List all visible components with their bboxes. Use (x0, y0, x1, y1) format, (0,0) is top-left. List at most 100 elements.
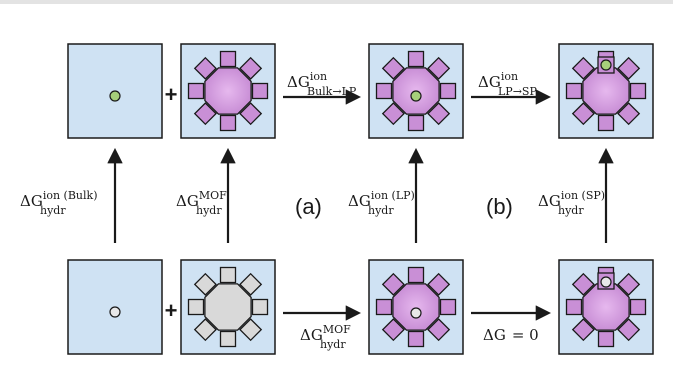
ion-gas-large-pore (410, 307, 422, 319)
mof-linker-square-down-right (617, 102, 641, 126)
label-dg-hydr-lp-symbol: ΔG (348, 192, 371, 210)
mof-linker-square-down (219, 330, 237, 348)
label-dg-zero: ΔG = 0 (483, 326, 539, 344)
mof-linker-square-up-right (427, 272, 451, 296)
label-dg-lp-to-sp-sup: ion (501, 70, 518, 83)
mof-structure-top-sp (565, 50, 647, 132)
label-dg-hydr-lp-sup: ion (LP) (371, 189, 415, 202)
mof-linker-square-down-right (239, 102, 263, 126)
mof-linker-square-right (439, 298, 457, 316)
mof-linker-square-right (629, 82, 647, 100)
label-dg-hydr-lp: ΔGion (LP) hydr (348, 189, 415, 217)
mof-octagon-pore (582, 67, 630, 115)
mof-structure-bottom-dry (187, 266, 269, 348)
mof-linker-square-left (187, 82, 205, 100)
label-dg-hydr-sp: ΔGion (SP) hydr (538, 189, 605, 217)
ion-hydrated-small-pore (600, 59, 612, 71)
mof-linker-square-up (407, 266, 425, 284)
panel-label-b: (b) (486, 194, 513, 219)
mof-linker-square-up-right (617, 56, 641, 80)
mof-linker-square-down-left (193, 318, 217, 342)
mof-linker-square-up (219, 50, 237, 68)
mof-linker-square-up-right (239, 272, 263, 296)
mof-linker-square-down-left (571, 318, 595, 342)
arrows-group (107, 89, 614, 321)
mof-octagon-pore (204, 67, 252, 115)
mof-linker-square-up-left (193, 272, 217, 296)
mof-linker-square-up-right (617, 272, 641, 296)
mof-linker-square-up-right (239, 56, 263, 80)
mof-linker-square-up-left (381, 56, 405, 80)
label-dg-hydr-mof-bottom-symbol: ΔG (300, 326, 323, 344)
label-dg-hydr-mof-bottom: ΔGMOF hydr (300, 323, 351, 351)
ion-hydrated-large-pore (410, 90, 422, 102)
label-dg-hydr-sp-sup: ion (SP) (561, 189, 605, 202)
mof-octagon-pore (582, 283, 630, 331)
mof-linker-square-left (187, 298, 205, 316)
mof-structure-top-left (187, 50, 269, 132)
label-dg-hydr-lp-sub: hydr (368, 204, 394, 217)
label-dg-hydr-mof-left-sup: MOF (199, 189, 227, 202)
mof-linker-square-left (375, 298, 393, 316)
label-dg-lp-to-sp-symbol: ΔG (478, 73, 501, 91)
mof-linker-square-left (375, 82, 393, 100)
label-dg-bulk-to-lp: ΔGion Bulk→LP (287, 70, 357, 98)
label-dg-bulk-to-lp-sub: Bulk→LP (307, 85, 357, 98)
top-separator-bar (0, 0, 673, 4)
mof-linker-square-right (251, 82, 269, 100)
label-dg-hydr-sp-sub: hydr (558, 204, 584, 217)
ion-hydrated-bulk (109, 90, 121, 102)
mof-linker-square-up-left (571, 56, 595, 80)
label-dg-hydr-bulk: ΔGion (Bulk) hydr (20, 189, 97, 217)
label-dg-lp-to-sp-sub: LP→SP (498, 85, 537, 98)
label-dg-hydr-mof-left-sub: hydr (196, 204, 222, 217)
plus-sign-top: + (165, 82, 178, 107)
mof-linker-square-down-right (427, 318, 451, 342)
mof-linker-square-down (407, 330, 425, 348)
mof-linker-square-up (219, 266, 237, 284)
label-dg-lp-to-sp: ΔGion LP→SP (478, 70, 537, 98)
mof-linker-square-right (439, 82, 457, 100)
label-dg-zero-symbol: ΔG (483, 326, 506, 344)
mof-linker-square-down-right (239, 318, 263, 342)
mof-linker-square-down-right (427, 102, 451, 126)
mof-linker-square-up-left (193, 56, 217, 80)
plus-sign-bottom: + (165, 298, 178, 323)
mof-linker-square-down (407, 114, 425, 132)
mof-linker-square-right (629, 298, 647, 316)
mof-linker-square-down-left (193, 102, 217, 126)
mof-structure-bottom-lp (375, 266, 457, 348)
ion-gas-bulk (109, 306, 121, 318)
label-dg-hydr-mof-bottom-sup: MOF (323, 323, 351, 336)
mof-linker-square-down (219, 114, 237, 132)
label-dg-bulk-to-lp-symbol: ΔG (287, 73, 310, 91)
label-dg-hydr-mof-left-symbol: ΔG (176, 192, 199, 210)
mof-octagon-pore (204, 283, 252, 331)
label-dg-hydr-bulk-symbol: ΔG (20, 192, 43, 210)
mof-linker-square-down (597, 114, 615, 132)
mof-structure-top-lp (375, 50, 457, 132)
label-dg-hydr-sp-symbol: ΔG (538, 192, 561, 210)
mof-octagon-pore (392, 283, 440, 331)
mof-linker-square-down-left (381, 318, 405, 342)
mof-linker-square-down-left (571, 102, 595, 126)
mof-linker-square-down (597, 330, 615, 348)
mof-linker-square-up-right (427, 56, 451, 80)
label-dg-hydr-mof-bottom-sub: hydr (320, 338, 346, 351)
mof-linker-square-up (407, 50, 425, 68)
label-dg-zero-value: = 0 (512, 326, 539, 344)
mof-linker-square-left (565, 298, 583, 316)
ion-gas-small-pore (600, 276, 612, 288)
mof-linker-square-down-left (381, 102, 405, 126)
mof-linker-square-left (565, 82, 583, 100)
mof-linker-square-up-left (381, 272, 405, 296)
label-dg-bulk-to-lp-sup: ion (310, 70, 327, 83)
panel-label-a: (a) (295, 194, 322, 219)
label-dg-hydr-mof-left: ΔGMOF hydr (176, 189, 227, 217)
mof-linker-square-right (251, 298, 269, 316)
mof-linker-square-down-right (617, 318, 641, 342)
label-dg-hydr-bulk-sub: hydr (40, 204, 66, 217)
label-dg-hydr-bulk-sup: ion (Bulk) (43, 189, 98, 202)
mof-linker-square-up-left (571, 272, 595, 296)
